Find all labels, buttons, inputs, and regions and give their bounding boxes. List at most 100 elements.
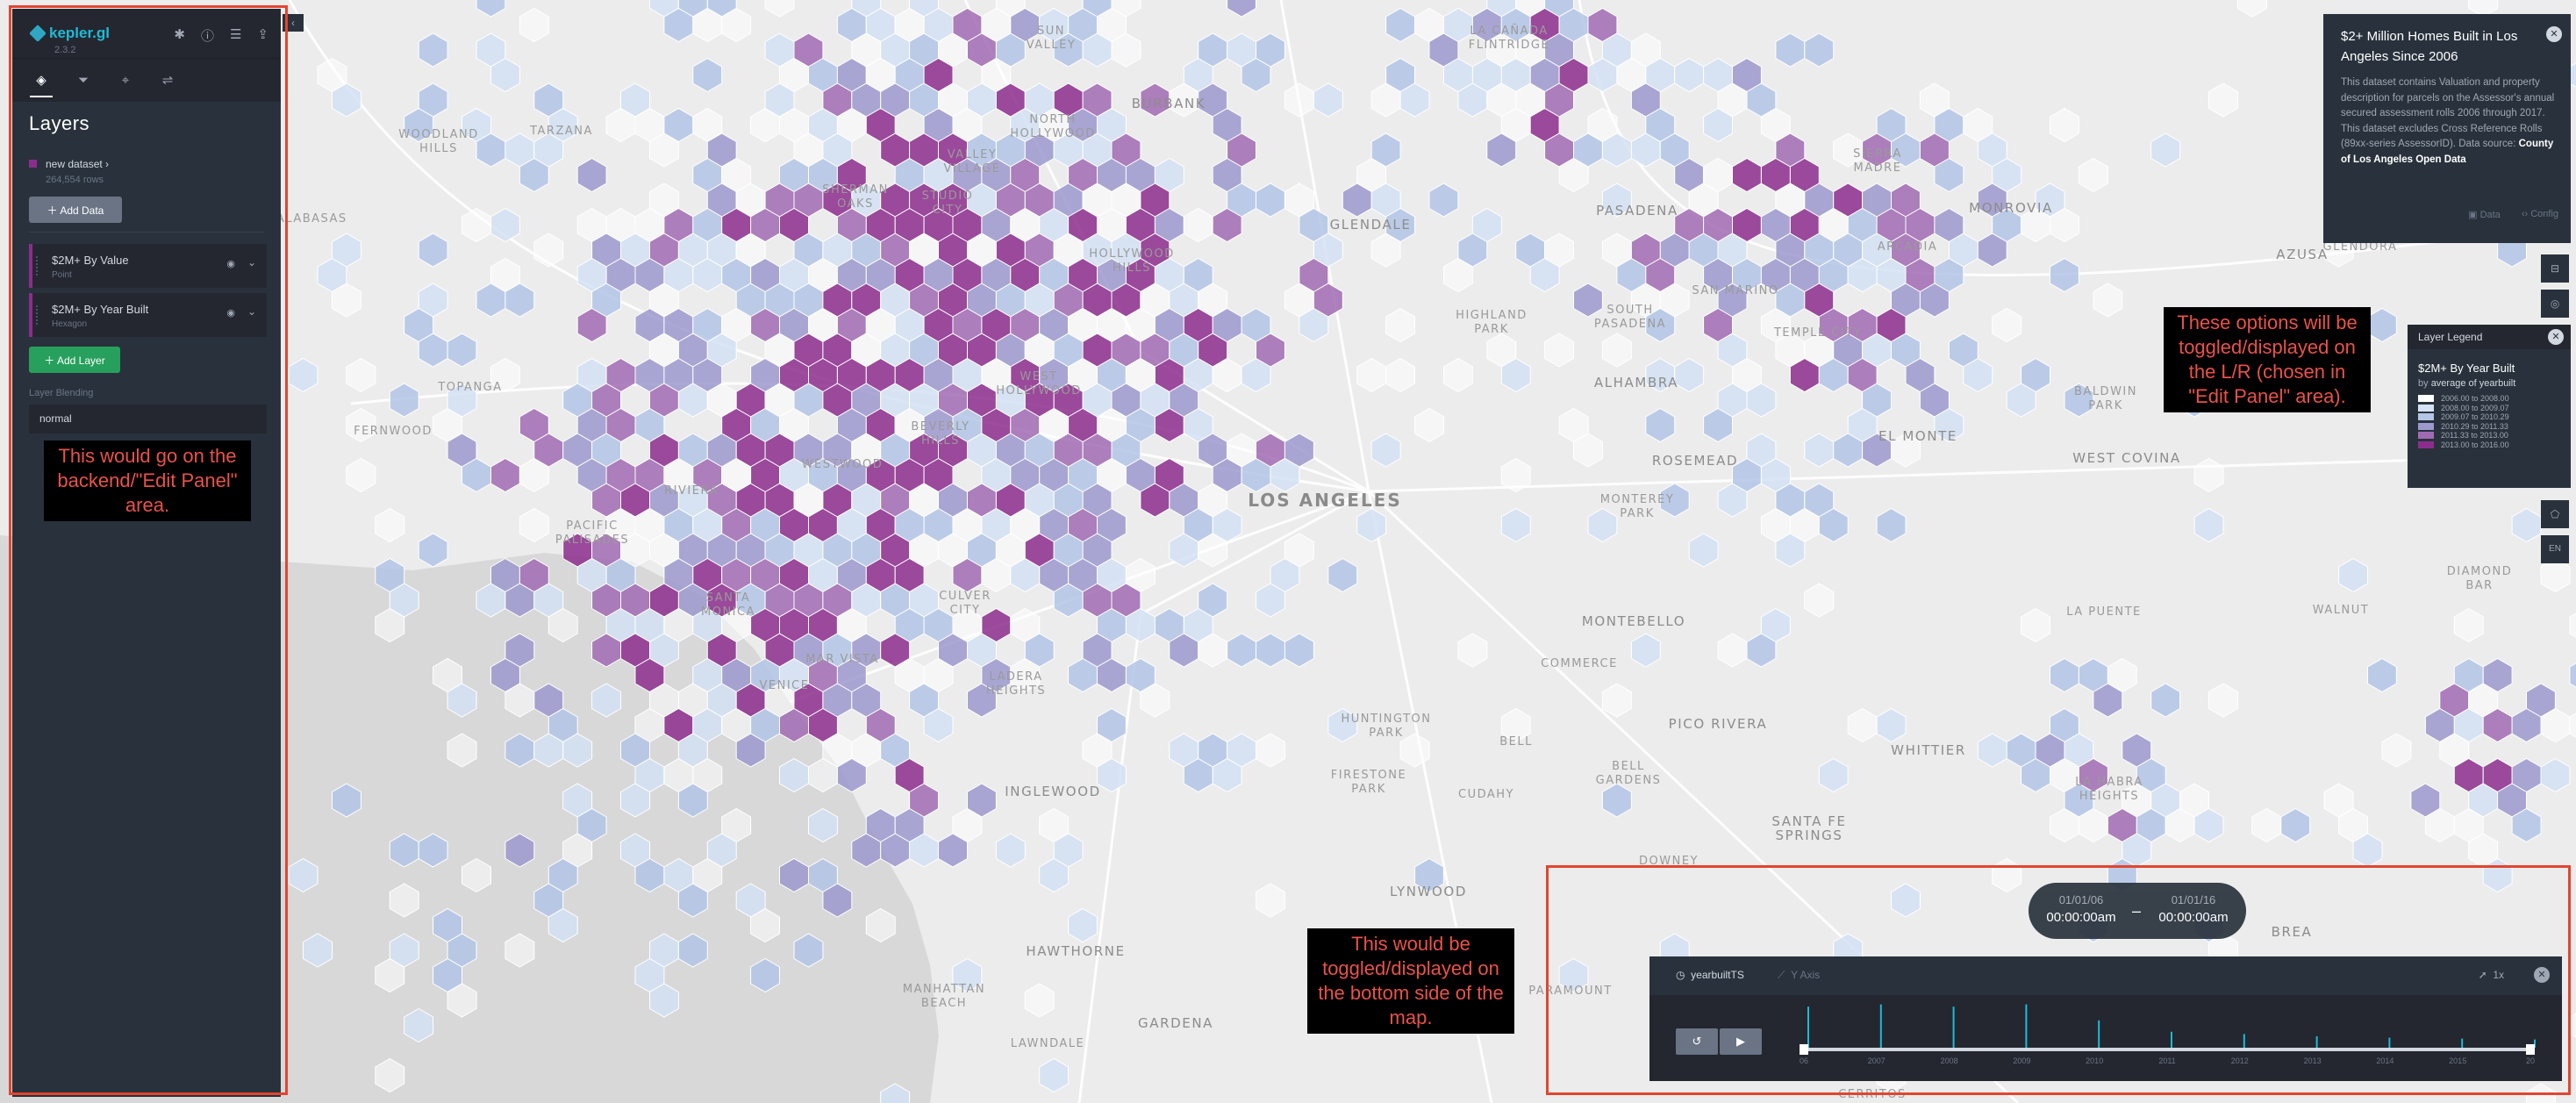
hexagon[interactable] (1370, 433, 1401, 468)
hexagon[interactable] (1227, 0, 1256, 18)
hexagon[interactable] (375, 507, 405, 543)
hexagon[interactable] (880, 1083, 911, 1103)
hexagon[interactable] (346, 407, 376, 443)
hexagon[interactable] (418, 533, 448, 568)
hexagon[interactable] (1370, 233, 1401, 268)
hexagon[interactable] (1529, 257, 1560, 293)
hexagon[interactable] (2021, 607, 2050, 643)
hexagon[interactable] (2050, 107, 2079, 143)
hexagon[interactable] (793, 933, 824, 968)
hexagon[interactable] (547, 907, 578, 943)
hexagon[interactable] (2193, 807, 2224, 843)
hexagon[interactable] (2540, 757, 2571, 793)
hexagon[interactable] (1039, 1057, 1070, 1093)
hexagon[interactable] (1284, 82, 1314, 118)
hexagon[interactable] (2280, 807, 2311, 843)
slider-track[interactable] (1804, 1048, 2530, 1051)
hexagon[interactable] (2540, 557, 2571, 593)
hexagon[interactable] (1356, 507, 1387, 543)
hexagon[interactable] (404, 1007, 434, 1043)
hexagon[interactable] (1270, 457, 1300, 493)
hexagon[interactable] (2064, 383, 2094, 418)
hexagon[interactable] (1818, 757, 1849, 793)
hexagon[interactable] (533, 233, 564, 268)
close-icon[interactable]: ✕ (2534, 967, 2550, 983)
hexagon[interactable] (1703, 407, 1733, 443)
hexagon[interactable] (1256, 633, 1285, 668)
hexagon[interactable] (1414, 857, 1444, 893)
hexagon[interactable] (1256, 883, 1285, 918)
hexagon[interactable] (547, 607, 578, 643)
bug-report-icon[interactable]: ✱ (174, 27, 185, 42)
layers-toggle-icon[interactable]: ◎ (2541, 290, 2569, 318)
hexagon[interactable] (2050, 657, 2079, 693)
database-icon[interactable]: ☰ (229, 27, 242, 42)
hexagon[interactable] (462, 207, 491, 243)
hexagon[interactable] (447, 333, 477, 368)
hexagon[interactable] (677, 883, 708, 918)
hexagon[interactable] (677, 933, 708, 968)
hexagon[interactable] (1775, 32, 1806, 68)
hexagon[interactable] (808, 807, 838, 843)
hexagon[interactable] (1212, 207, 1242, 243)
hexagon[interactable] (1414, 407, 1444, 443)
hexagon[interactable] (591, 683, 621, 718)
add-layer-button[interactable]: ＋ Add Layer (29, 347, 120, 373)
hexagon[interactable] (447, 683, 477, 718)
hexagon[interactable] (1183, 207, 1213, 243)
hexagon[interactable] (1241, 357, 1271, 393)
hexagon[interactable] (1919, 283, 1950, 318)
hexagon[interactable] (1963, 357, 1993, 393)
hexagon[interactable] (576, 157, 607, 193)
hexagon[interactable] (692, 57, 723, 93)
hexagon[interactable] (1356, 357, 1387, 393)
hexagon[interactable] (1876, 707, 1907, 743)
hexagon[interactable] (2381, 733, 2412, 768)
hexagon[interactable] (1688, 533, 1719, 568)
hexagon[interactable] (2208, 82, 2238, 118)
hexagon[interactable] (1645, 407, 1676, 443)
hexagon[interactable] (620, 783, 650, 818)
hexagon[interactable] (490, 207, 520, 243)
hexagon[interactable] (822, 883, 853, 918)
hexagon[interactable] (1601, 333, 1632, 368)
hexagon[interactable] (2569, 709, 2576, 742)
tab-basemap-icon[interactable]: ⇌ (161, 72, 174, 88)
hexagon[interactable] (1256, 583, 1285, 618)
hexagon[interactable] (418, 233, 448, 268)
hexagon[interactable] (2050, 257, 2079, 293)
close-icon[interactable]: ✕ (2546, 26, 2562, 42)
slider-end-handle[interactable] (2526, 1044, 2535, 1055)
hexagon[interactable] (490, 57, 520, 93)
hexagon[interactable] (519, 457, 549, 493)
chevron-down-icon[interactable]: ⌄ (247, 256, 256, 269)
hexagon[interactable] (2050, 207, 2079, 243)
hexagon[interactable] (677, 783, 708, 818)
hexagon[interactable] (375, 957, 405, 993)
hexagon[interactable] (1587, 507, 1618, 543)
data-link[interactable]: ▣ Data (2468, 210, 2501, 220)
hexagon[interactable] (2367, 657, 2397, 693)
add-data-button[interactable]: ＋ Add Data (29, 197, 122, 223)
time-histogram[interactable] (1649, 995, 2562, 1081)
info-icon[interactable]: ⓘ (200, 29, 214, 44)
draw-polygon-icon[interactable]: ⬠ (2541, 500, 2569, 528)
hexagon[interactable] (1891, 433, 1921, 468)
hexagon[interactable] (2511, 507, 2542, 543)
hexagon[interactable] (418, 32, 448, 68)
hexagon[interactable] (1732, 157, 1762, 193)
hexagon[interactable] (288, 357, 318, 393)
hexagon[interactable] (346, 457, 376, 493)
drag-handle-icon[interactable] (36, 305, 41, 325)
hexagon[interactable] (1544, 333, 1574, 368)
hexagon[interactable] (1659, 483, 1690, 518)
hexagon[interactable] (2208, 683, 2238, 718)
split-map-icon[interactable]: ⊟ (2541, 254, 2569, 283)
hexagon[interactable] (1385, 357, 1415, 393)
eye-icon[interactable]: ◉ (226, 259, 235, 269)
hexagon[interactable] (1804, 32, 1835, 68)
collapse-panel-button[interactable]: ‹ (283, 14, 304, 32)
hexagon[interactable] (519, 157, 549, 193)
hexagon[interactable] (504, 833, 535, 868)
locale-icon[interactable]: EN (2541, 535, 2569, 563)
